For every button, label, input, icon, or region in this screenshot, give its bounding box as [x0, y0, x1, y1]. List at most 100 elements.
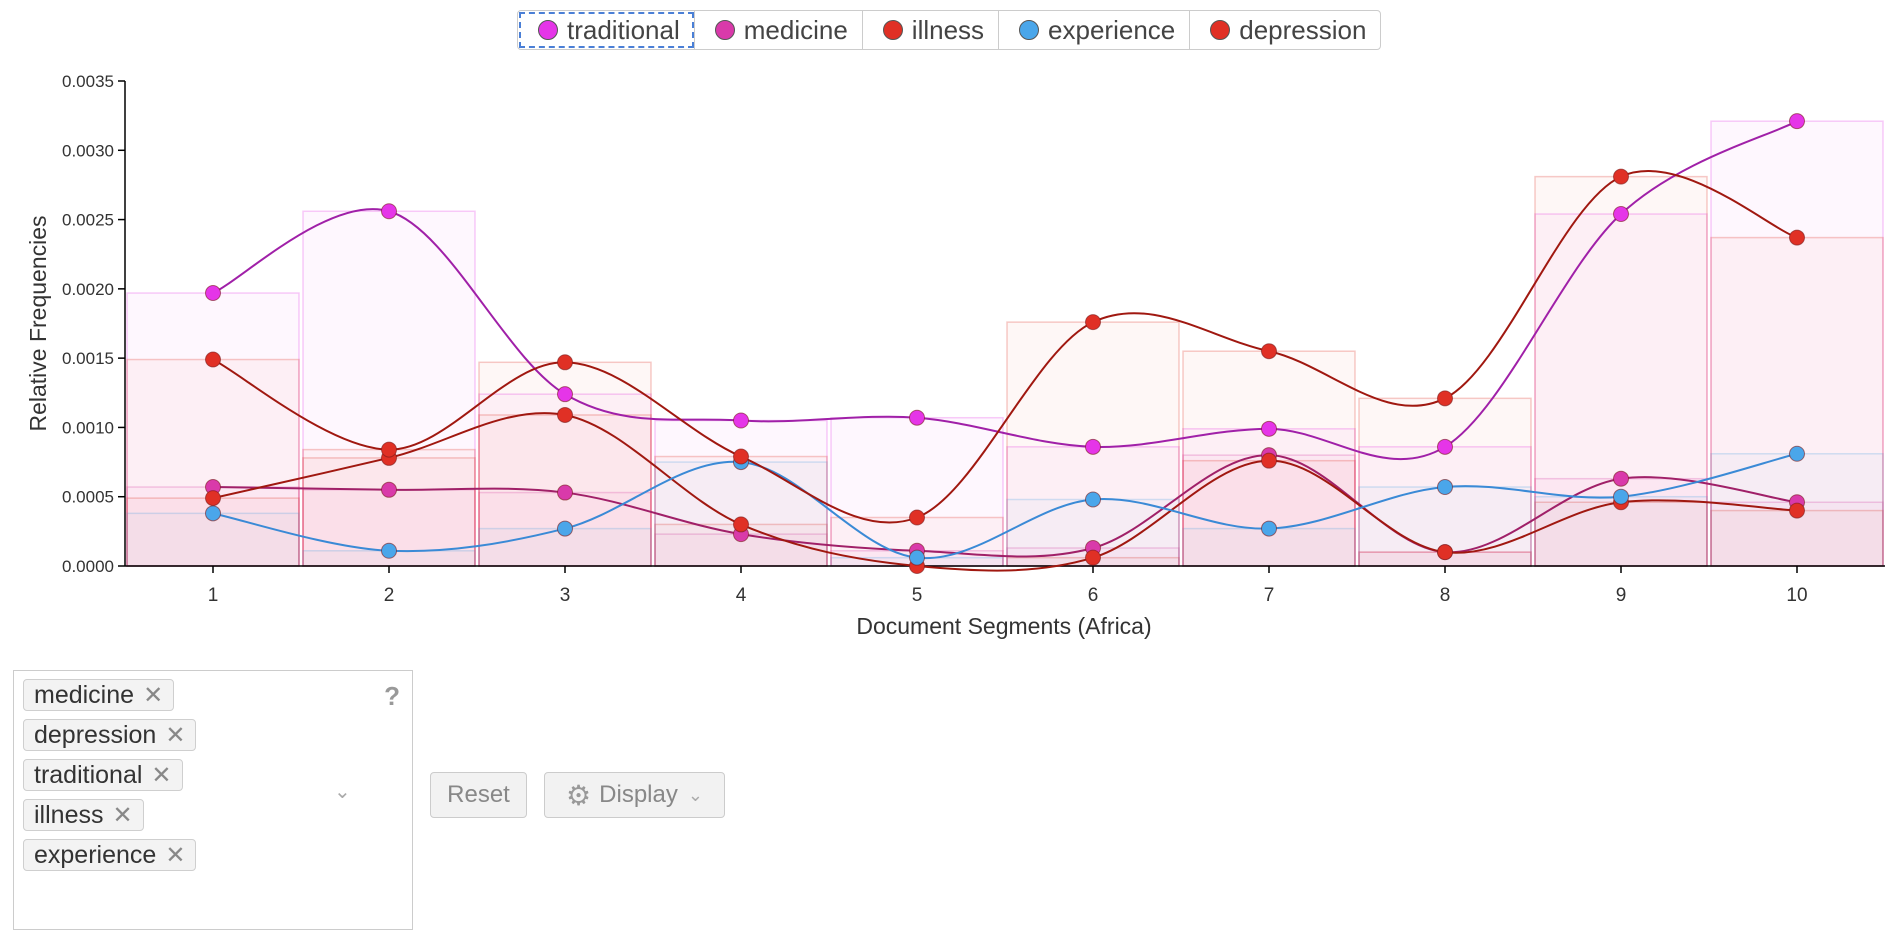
help-icon[interactable]: ? [384, 681, 400, 711]
y-tick-label: 0.0000 [62, 557, 114, 576]
point-experience-9 [1613, 488, 1629, 505]
x-tick-label: 3 [560, 585, 571, 606]
remove-term-icon[interactable]: ✕ [165, 841, 186, 869]
point-depression-4 [733, 448, 749, 465]
term-chip-medicine: medicine ✕ [23, 679, 175, 711]
point-illness-3 [557, 406, 573, 423]
legend-item-depression[interactable]: depression [1190, 11, 1380, 49]
display-button[interactable]: ⚙ Display ⌄ [544, 772, 725, 818]
bar-traditional-5 [830, 416, 1004, 567]
chevron-down-icon[interactable]: ⌄ [334, 781, 351, 803]
bar-depression-4 [654, 455, 828, 567]
y-tick-label: 0.0015 [62, 349, 114, 368]
legend-item-medicine[interactable]: medicine [695, 11, 863, 49]
bar-traditional-10 [1710, 120, 1884, 567]
point-traditional-3 [557, 386, 573, 403]
term-chip-experience: experience ✕ [23, 839, 197, 871]
remove-term-icon[interactable]: ✕ [112, 801, 133, 829]
y-tick-label: 0.0010 [62, 418, 114, 437]
point-medicine-2 [381, 481, 397, 498]
point-traditional-7 [1261, 420, 1277, 437]
term-chip-label: illness [34, 800, 104, 829]
point-experience-8 [1437, 479, 1453, 496]
x-tick-label: 10 [1786, 585, 1807, 606]
reset-label: Reset [447, 781, 510, 808]
chevron-down-icon: ⌄ [687, 784, 703, 805]
legend-item-experience[interactable]: experience [999, 11, 1191, 49]
line-medicine [212, 454, 1798, 558]
legend-label: medicine [743, 14, 848, 45]
legend-swatch [714, 20, 735, 40]
chart-legend: traditional medicine illness experience depr… [517, 10, 1382, 50]
point-experience-1 [205, 505, 221, 522]
legend-swatch [882, 20, 903, 40]
point-depression-2 [381, 441, 397, 458]
point-depression-8 [1437, 390, 1453, 407]
point-experience-10 [1789, 445, 1805, 462]
term-chip-label: traditional [34, 760, 143, 789]
point-illness-1 [205, 490, 221, 507]
point-medicine-9 [1613, 470, 1629, 487]
legend-label: experience [1048, 14, 1176, 45]
display-label: Display [599, 781, 678, 808]
line-experience [212, 452, 1798, 560]
point-illness-4 [733, 516, 749, 533]
point-depression-10 [1789, 229, 1805, 246]
point-experience-7 [1261, 520, 1277, 537]
bar-illness-10 [1710, 509, 1884, 567]
remove-term-icon[interactable]: ✕ [151, 761, 172, 789]
bar-experience-1 [126, 512, 300, 567]
y-tick-label: 0.0005 [62, 488, 114, 507]
bar-traditional-2 [302, 210, 476, 567]
reset-button[interactable]: Reset [430, 772, 527, 818]
x-tick-label: 8 [1440, 585, 1451, 606]
point-depression-3 [557, 354, 573, 371]
y-axis-label: Relative Frequencies [25, 215, 51, 431]
x-tick-label: 2 [384, 585, 395, 606]
term-chip-illness: illness ✕ [23, 799, 144, 831]
term-selector[interactable]: medicine ✕ depression ✕ traditional ✕ illne… [13, 670, 413, 930]
bar-depression-1 [126, 358, 300, 567]
x-tick-label: 9 [1616, 585, 1627, 606]
y-tick-label: 0.0035 [62, 72, 114, 91]
legend-swatch [538, 20, 558, 40]
legend-item-traditional[interactable]: traditional [518, 11, 695, 49]
point-traditional-9 [1613, 206, 1629, 223]
term-chip-depression: depression ✕ [23, 719, 197, 751]
point-traditional-2 [381, 203, 397, 220]
legend-swatch [1019, 20, 1040, 40]
point-illness-10 [1789, 502, 1805, 519]
gear-icon: ⚙ [566, 779, 592, 811]
point-experience-5 [909, 549, 925, 566]
point-illness-8 [1437, 544, 1453, 561]
x-axis-label: Document Segments (Africa) [856, 613, 1151, 639]
legend-item-illness[interactable]: illness [863, 11, 1000, 49]
point-experience-2 [381, 542, 397, 559]
remove-term-icon[interactable]: ✕ [143, 681, 164, 709]
x-tick-label: 6 [1088, 585, 1099, 606]
y-tick-label: 0.0025 [62, 211, 114, 230]
legend-label: traditional [567, 14, 680, 45]
y-tick-label: 0.0030 [62, 141, 114, 160]
x-tick-label: 5 [912, 585, 923, 606]
point-depression-1 [205, 351, 221, 368]
term-chip-label: medicine [34, 680, 135, 709]
x-tick-label: 4 [736, 585, 747, 606]
point-illness-6 [1085, 549, 1101, 566]
line-illness [212, 412, 1798, 572]
point-experience-6 [1085, 491, 1101, 508]
remove-term-icon[interactable]: ✕ [165, 721, 186, 749]
y-tick-label: 0.0020 [62, 280, 114, 299]
legend-label: depression [1239, 14, 1367, 45]
point-depression-7 [1261, 343, 1277, 360]
point-traditional-6 [1085, 438, 1101, 455]
term-chip-label: experience [34, 840, 157, 869]
bar-illness-9 [1534, 501, 1708, 567]
point-traditional-1 [205, 285, 221, 302]
point-depression-5 [909, 509, 925, 526]
point-traditional-8 [1437, 438, 1453, 455]
point-depression-9 [1613, 168, 1629, 185]
point-experience-3 [557, 520, 573, 537]
line-traditional [212, 120, 1798, 461]
legend-label: illness [911, 14, 985, 45]
